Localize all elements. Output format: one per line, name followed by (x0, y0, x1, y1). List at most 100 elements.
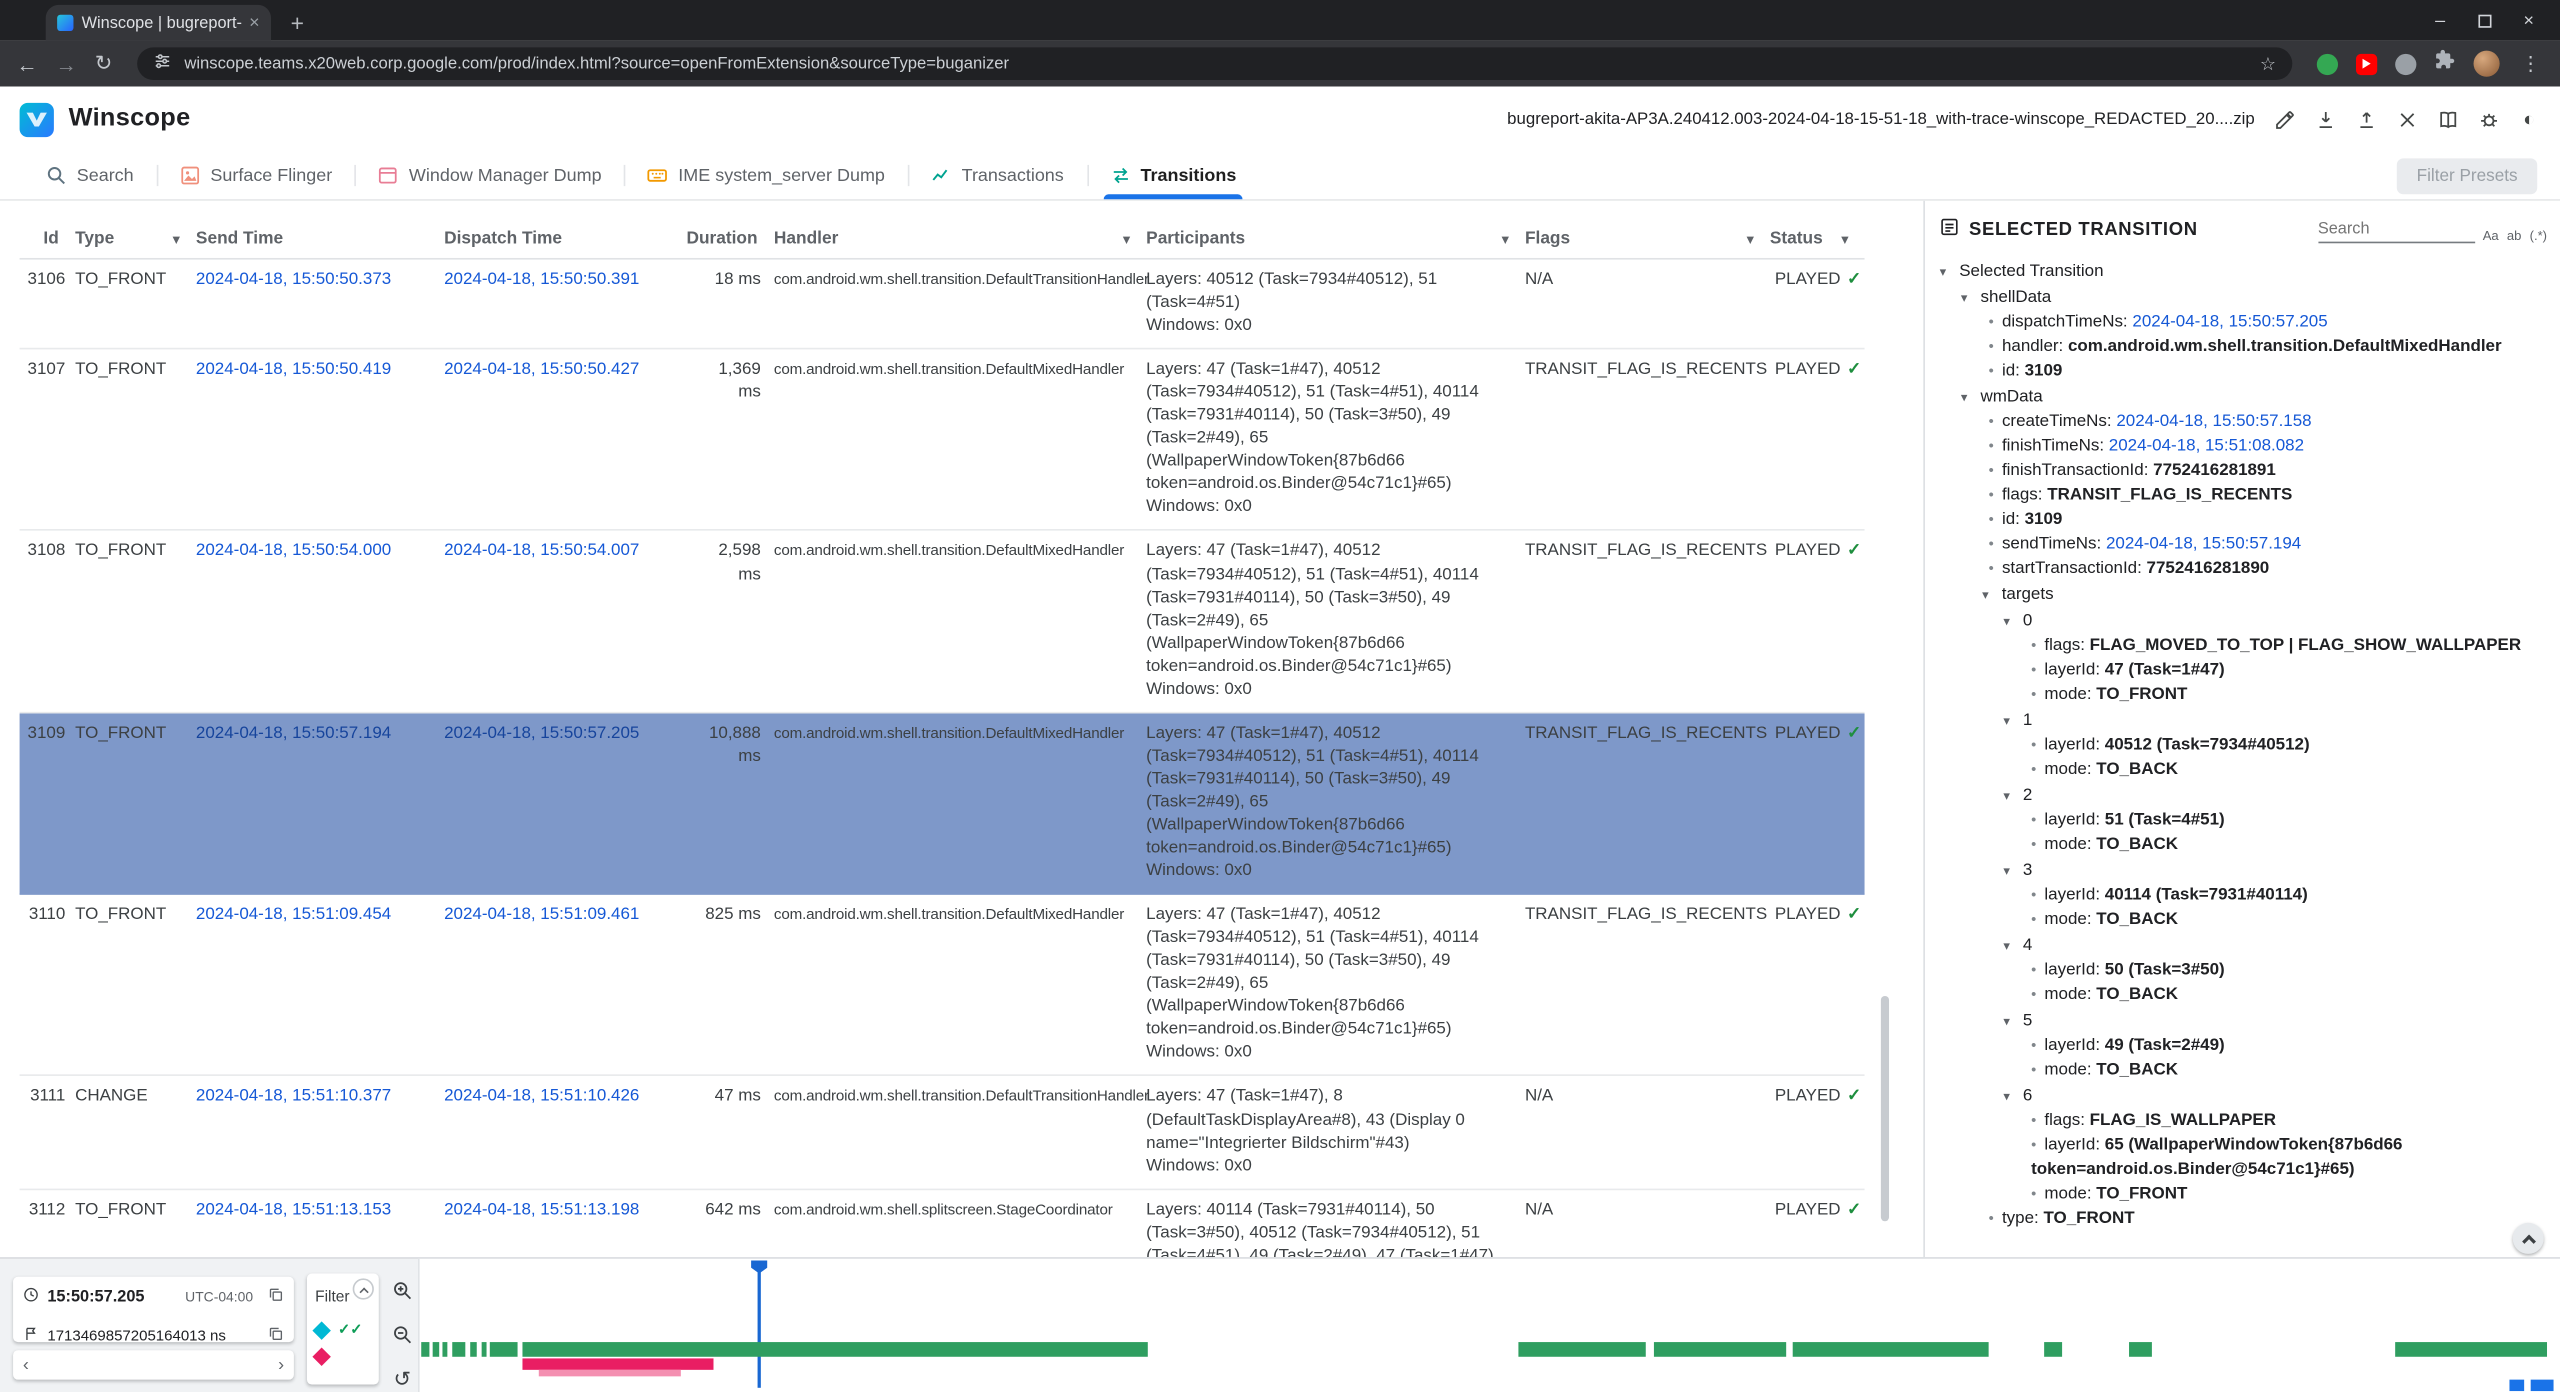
timeline-segment[interactable] (470, 1342, 477, 1357)
tab-ime-dump[interactable]: IME system_server Dump (624, 152, 907, 199)
tree-property[interactable]: • sendTimeNs: 2024-04-18, 15:50:57.194 (1988, 535, 2302, 554)
cell-dispatch-time[interactable]: 2024-04-18, 15:50:50.427 (444, 361, 640, 380)
tree-node[interactable]: ▾ 6 (2003, 1086, 2033, 1105)
table-row[interactable]: 3106 TO_FRONT 2024-04-18, 15:50:50.373 2024… (19, 260, 1865, 350)
column-header-type[interactable]: Type ▾ (75, 228, 180, 249)
timeline-scrollbar[interactable]: ‹ › (13, 1350, 294, 1380)
browser-tab[interactable]: Winscope | bugreport-ak... × (45, 4, 272, 41)
expand-arrow-icon[interactable]: ▾ (2003, 937, 2010, 953)
cell-dispatch-time[interactable]: 2024-04-18, 15:50:54.007 (444, 542, 640, 561)
expand-arrow-icon[interactable]: ▾ (2003, 712, 2010, 728)
table-row[interactable]: 3111 CHANGE 2024-04-18, 15:51:10.377 2024-0… (19, 1077, 1865, 1190)
cell-send-time[interactable]: 2024-04-18, 15:50:50.419 (195, 361, 392, 380)
tab-window-manager-dump[interactable]: Window Manager Dump (355, 152, 624, 199)
profile-avatar[interactable] (2473, 50, 2500, 77)
tree-node[interactable]: ▾ wmData (1960, 387, 2043, 406)
expand-arrow-icon[interactable]: ▾ (1960, 289, 1968, 305)
timeline-segment[interactable] (2395, 1342, 2548, 1357)
scroll-right-icon[interactable]: › (278, 1355, 285, 1375)
filter-caret-icon[interactable]: ▾ (1123, 231, 1130, 246)
timeline-segment[interactable] (522, 1342, 1148, 1357)
url-bar[interactable]: winscope.teams.x20web.corp.google.com/pr… (136, 47, 2293, 81)
column-header-handler[interactable]: Handler ▾ (773, 228, 1130, 249)
tree-node[interactable]: ▾ 3 (2003, 861, 2033, 880)
copy-ns-icon[interactable] (268, 1321, 284, 1350)
table-row[interactable]: 3109 TO_FRONT 2024-04-18, 15:50:57.194 2024… (19, 713, 1865, 895)
collapse-timeline-icon[interactable] (352, 1278, 374, 1300)
expand-arrow-icon[interactable]: ▾ (1960, 389, 1968, 405)
zoom-reset-button[interactable]: ↺ (393, 1366, 412, 1392)
expand-arrow-icon[interactable]: ▾ (2003, 1013, 2010, 1028)
tree-property[interactable]: • finishTimeNs: 2024-04-18, 15:51:08.082 (1988, 437, 2305, 456)
scroll-left-icon[interactable]: ‹ (22, 1355, 29, 1375)
cell-dispatch-time[interactable]: 2024-04-18, 15:51:09.461 (444, 906, 640, 925)
upload-icon[interactable] (2354, 108, 2377, 131)
expand-arrow-icon[interactable]: ▾ (1982, 586, 1989, 602)
tree-node[interactable]: ▾ 1 (2003, 711, 2033, 730)
timeline-segment[interactable] (2530, 1379, 2554, 1392)
column-header-send-time[interactable]: Send Time (195, 228, 284, 249)
timeline-segment[interactable] (489, 1342, 518, 1357)
timeline-segment[interactable] (442, 1342, 448, 1357)
tree-node[interactable]: ▾ Selected Transition (1939, 262, 2104, 281)
column-header-duration[interactable]: Duration (686, 228, 758, 249)
cell-send-time[interactable]: 2024-04-18, 15:51:10.377 (195, 1088, 392, 1107)
bookmark-star-icon[interactable]: ☆ (2259, 54, 2276, 75)
extensions-puzzle-icon[interactable] (2434, 49, 2455, 78)
timeline-segment[interactable] (1792, 1342, 1989, 1357)
tree-node[interactable]: ▾ 2 (2003, 786, 2033, 805)
timeline-segment[interactable] (421, 1342, 430, 1357)
filter-caret-icon[interactable]: ▾ (1502, 231, 1509, 246)
forward-icon[interactable]: → (55, 51, 77, 76)
transitions-trace-icon[interactable]: ✓✓ (337, 1320, 363, 1338)
regex-icon[interactable]: (.*) (2529, 228, 2548, 244)
expand-arrow-icon[interactable]: ▾ (2003, 787, 2010, 803)
tree-property[interactable]: • createTimeNs: 2024-04-18, 15:50:57.158 (1988, 413, 2312, 432)
tree-node[interactable]: ▾ 0 (2003, 611, 2033, 630)
table-row[interactable]: 3108 TO_FRONT 2024-04-18, 15:50:54.000 2024… (19, 531, 1865, 714)
timeline-segment[interactable] (1653, 1342, 1787, 1357)
column-header-id[interactable]: Id (43, 228, 59, 249)
cell-send-time[interactable]: 2024-04-18, 15:51:09.454 (195, 906, 392, 925)
column-header-participants[interactable]: Participants ▾ (1146, 228, 1509, 249)
cell-dispatch-time[interactable]: 2024-04-18, 15:50:57.205 (444, 724, 640, 743)
transactions-trace-icon[interactable] (312, 1320, 331, 1340)
timeline-segment[interactable] (538, 1369, 681, 1377)
edit-icon[interactable] (2273, 108, 2296, 131)
filter-caret-icon[interactable]: ▾ (173, 231, 180, 246)
bug-icon[interactable] (2477, 108, 2500, 131)
tab-surface-flinger[interactable]: Surface Flinger (156, 152, 356, 199)
table-row[interactable]: 3110 TO_FRONT 2024-04-18, 15:51:09.454 2024… (19, 895, 1865, 1077)
match-word-icon[interactable]: ab (2506, 228, 2522, 244)
cell-send-time[interactable]: 2024-04-18, 15:50:50.373 (195, 271, 392, 289)
timeline-segment[interactable] (481, 1342, 487, 1357)
tab-transactions[interactable]: Transactions (907, 152, 1087, 199)
tab-transitions[interactable]: Transitions (1086, 152, 1260, 200)
window-maximize-icon[interactable] (2477, 13, 2491, 27)
zoom-out-button[interactable] (392, 1324, 413, 1353)
tab-search[interactable]: Search (23, 152, 157, 199)
extension-icon-grey[interactable] (2395, 53, 2417, 75)
download-icon[interactable] (2314, 108, 2337, 131)
table-row[interactable]: 3112 TO_FRONT 2024-04-18, 15:51:13.153 2024… (20, 1190, 1865, 1257)
timeline-segment[interactable] (1518, 1342, 1646, 1357)
close-icon[interactable] (2395, 108, 2418, 131)
surfaceflinger-trace-icon[interactable] (312, 1347, 331, 1367)
extension-icon-green[interactable] (2316, 53, 2339, 75)
scroll-to-top-button[interactable] (2512, 1222, 2544, 1254)
dark-mode-icon[interactable]: ◐ (2523, 107, 2535, 131)
timeline-segment[interactable] (2509, 1379, 2525, 1392)
timeline-segment[interactable] (2044, 1342, 2063, 1357)
tab-close-icon[interactable]: × (249, 13, 260, 33)
filter-presets-button[interactable]: Filter Presets (2397, 157, 2538, 194)
zoom-in-button[interactable] (392, 1280, 413, 1309)
timeline-canvas[interactable] (417, 1258, 2560, 1392)
table-row[interactable]: 3107 TO_FRONT 2024-04-18, 15:50:50.419 2024… (19, 350, 1865, 532)
column-header-dispatch-time[interactable]: Dispatch Time (444, 228, 563, 249)
youtube-extension-icon[interactable] (2355, 53, 2378, 75)
browser-menu-icon[interactable]: ⋮ (2520, 52, 2541, 76)
docs-icon[interactable] (2436, 108, 2459, 131)
window-minimize-icon[interactable]: – (2435, 10, 2446, 31)
timeline-segment[interactable] (2129, 1342, 2152, 1357)
reload-icon[interactable]: ↻ (94, 50, 113, 76)
